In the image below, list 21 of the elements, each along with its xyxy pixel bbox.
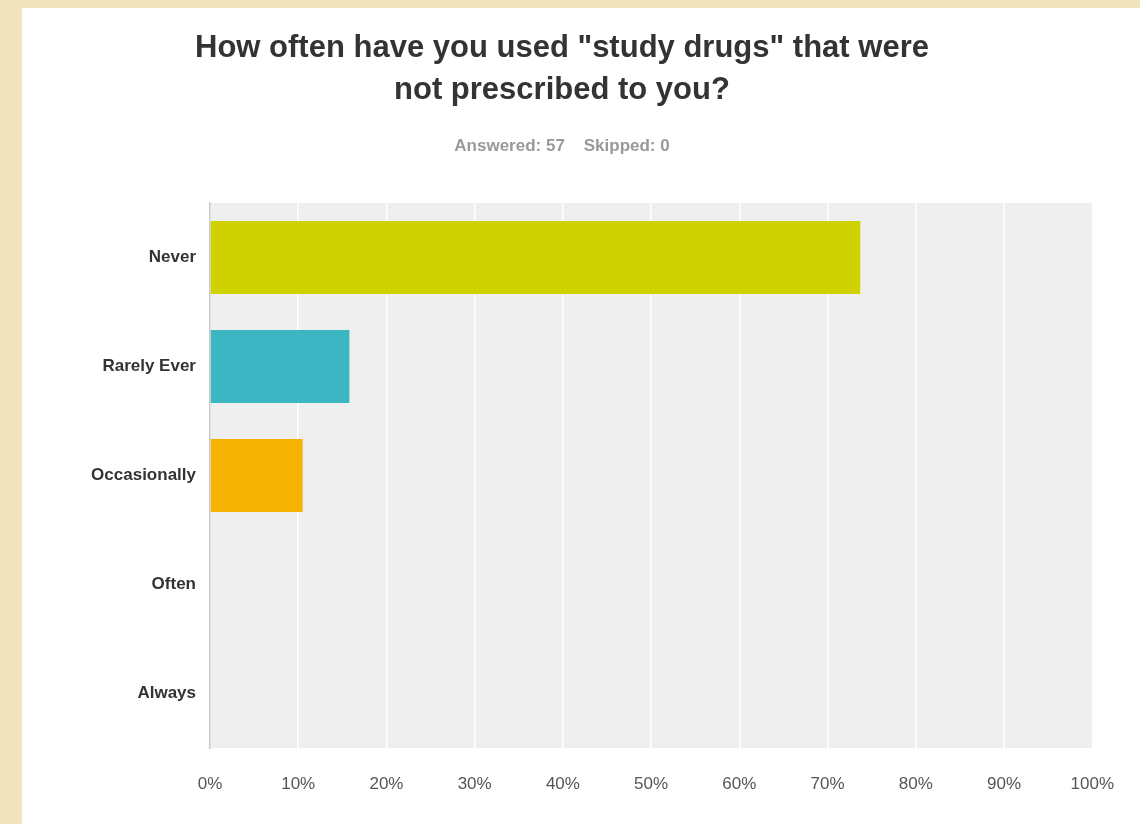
x-tick-label: 0% (197, 773, 223, 793)
chart-title: How often have you used "study drugs" that were not prescribed to you? (194, 28, 930, 108)
y-tick-label: Always (137, 683, 196, 703)
y-tick-label: Often (151, 574, 196, 594)
bar (210, 329, 350, 404)
x-tick-label: 20% (369, 773, 404, 793)
x-tick-label: 50% (634, 773, 669, 793)
x-tick-label: 40% (545, 773, 580, 793)
x-tick-label: 30% (457, 773, 492, 793)
y-tick-label: Occasionally (91, 465, 197, 485)
x-tick-label: 60% (722, 773, 757, 793)
chart-subtitle: Answered: 57 Skipped: 0 (453, 136, 671, 156)
x-tick-label: 100% (1070, 773, 1114, 793)
y-tick-label: Never (148, 247, 197, 267)
x-tick-label: 90% (987, 773, 1022, 793)
y-tick-label: Rarely Ever (102, 356, 197, 376)
bar (210, 220, 861, 295)
bar (210, 438, 303, 513)
x-tick-label: 70% (810, 773, 845, 793)
x-tick-label: 80% (898, 773, 933, 793)
x-tick-label: 10% (281, 773, 316, 793)
